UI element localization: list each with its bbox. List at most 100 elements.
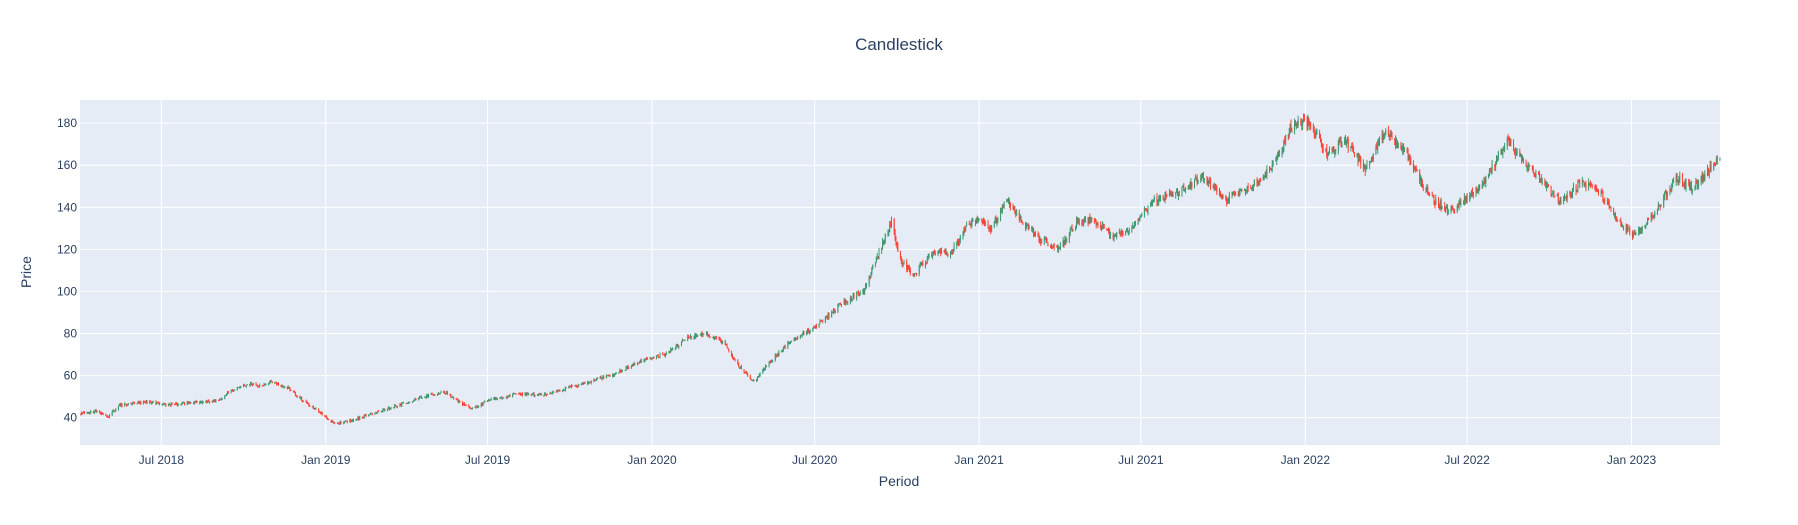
candle: [1097, 221, 1099, 229]
candle-body: [1359, 156, 1361, 158]
candle-body: [1441, 206, 1443, 209]
candle: [1175, 191, 1177, 199]
candle-body: [1366, 165, 1368, 167]
candle-body: [1682, 184, 1684, 186]
candle: [287, 385, 289, 389]
candle-body: [464, 405, 466, 406]
candle-body: [1656, 209, 1658, 214]
candle: [1095, 219, 1097, 229]
candle-body: [1641, 227, 1643, 231]
candle-body: [1464, 196, 1466, 201]
candle: [1046, 237, 1048, 244]
candle-body: [537, 393, 539, 396]
candle: [1193, 178, 1195, 189]
candle: [1575, 184, 1577, 196]
candle: [145, 400, 147, 404]
candle: [868, 275, 870, 288]
candle-body: [682, 339, 684, 341]
candle: [1288, 128, 1290, 139]
candle-body: [1590, 185, 1592, 187]
candle: [1001, 203, 1003, 214]
candle-body: [146, 401, 148, 404]
candle: [1291, 127, 1293, 133]
candle-body: [409, 402, 411, 403]
candle: [1363, 163, 1365, 170]
candle: [1446, 204, 1448, 216]
candle-body: [621, 370, 623, 373]
candle-body: [1278, 153, 1280, 155]
candle-body: [1119, 233, 1121, 235]
candle: [299, 395, 301, 399]
candle-body: [872, 264, 874, 268]
candle: [1369, 160, 1371, 170]
candle: [1371, 155, 1373, 162]
candle: [1513, 148, 1515, 155]
candle-body: [790, 341, 792, 342]
candle: [1494, 164, 1496, 171]
candle-body: [312, 406, 314, 409]
candle-body: [1122, 234, 1124, 236]
candle: [1231, 191, 1233, 199]
candle: [1490, 167, 1492, 175]
candle-body: [674, 347, 676, 349]
candle-body: [96, 410, 98, 413]
candle: [350, 418, 352, 423]
candle: [843, 297, 845, 305]
candle: [330, 419, 332, 423]
candle: [1372, 153, 1374, 163]
candle: [1271, 160, 1273, 173]
candle-body: [1127, 231, 1129, 233]
candle-body: [269, 380, 271, 383]
candle-body: [1378, 142, 1380, 144]
candle-body: [807, 329, 809, 333]
candle-body: [1139, 216, 1141, 220]
candle-body: [282, 385, 284, 387]
candle: [1302, 119, 1304, 130]
candle-body: [215, 400, 217, 402]
x-tick-label: Jan 2021: [954, 453, 1004, 467]
candle-body: [1095, 221, 1097, 225]
candle-body: [1433, 197, 1435, 202]
candle-body: [557, 389, 559, 391]
candle: [1365, 165, 1367, 172]
candle-body: [625, 367, 627, 371]
candle-body: [1109, 234, 1111, 238]
candle: [653, 356, 655, 359]
candle: [1335, 148, 1337, 156]
candle-body: [290, 390, 292, 392]
candle-body: [1626, 226, 1628, 232]
candle-body: [1358, 156, 1360, 162]
candle: [245, 385, 247, 388]
candle-body: [981, 219, 983, 220]
candle-body: [982, 219, 984, 224]
candle: [1064, 235, 1066, 246]
candle-body: [1144, 209, 1146, 211]
candle-body: [1032, 228, 1034, 232]
candle-body: [1496, 156, 1498, 158]
candle-body: [349, 419, 351, 423]
candle: [665, 351, 667, 356]
candle-body: [907, 267, 909, 270]
candle: [851, 298, 853, 302]
candle-body: [694, 334, 696, 338]
candle-body: [544, 392, 546, 396]
candle: [1432, 194, 1434, 198]
candle: [912, 273, 914, 277]
candle-body: [315, 408, 317, 410]
candle-body: [732, 357, 734, 359]
candle-body: [250, 383, 252, 386]
candle: [512, 392, 514, 395]
candle: [1470, 192, 1472, 199]
candle: [1350, 145, 1352, 152]
candle-body: [752, 379, 754, 381]
candle: [1475, 186, 1477, 197]
candle: [1452, 205, 1454, 210]
candle-body: [155, 401, 157, 404]
candle-body: [276, 382, 278, 384]
candle-body: [176, 403, 178, 404]
candle: [1000, 207, 1002, 213]
candle: [947, 253, 949, 258]
y-tick-label: 160: [57, 158, 77, 172]
candle-body: [1397, 143, 1399, 149]
candle-body: [1420, 177, 1422, 184]
